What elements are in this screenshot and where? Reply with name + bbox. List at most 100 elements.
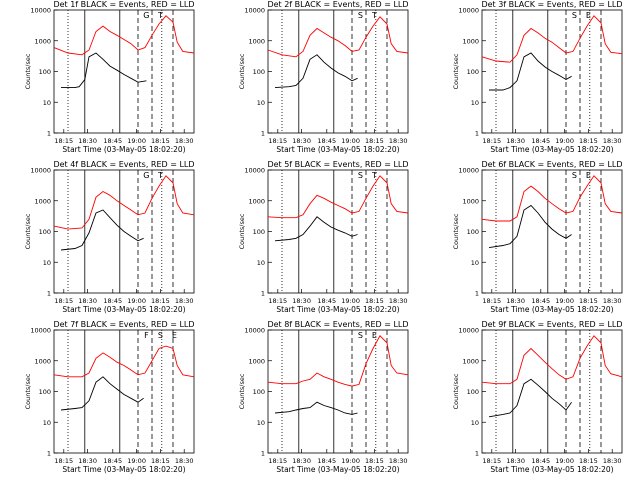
y-tick-label: 100 bbox=[39, 388, 51, 396]
series-events-line bbox=[274, 216, 358, 242]
panel-title: Det 6f BLACK = Events, RED = LLD bbox=[481, 160, 622, 169]
x-tick-label: 18:30 bbox=[292, 297, 311, 305]
x-tick-label: 18:45 bbox=[531, 297, 550, 305]
y-axis-label: Counts/sec bbox=[452, 53, 460, 89]
y-tick-label: 1 bbox=[261, 450, 265, 458]
region-annotation: E bbox=[586, 171, 591, 180]
panel-title: Det 3f BLACK = Events, RED = LLD bbox=[481, 0, 622, 9]
x-tick-label: 18:15 bbox=[268, 297, 287, 305]
region-annotation: S bbox=[358, 11, 363, 20]
y-tick-label: 1000 bbox=[34, 37, 51, 45]
y-tick-label: 1000 bbox=[248, 37, 265, 45]
y-tick-label: 10000 bbox=[458, 327, 479, 335]
y-tick-label: 1 bbox=[261, 130, 265, 138]
panel-9: Det 9f BLACK = Events, RED = LLD 1 10 100 10… bbox=[452, 320, 623, 474]
x-tick-label: 18:45 bbox=[317, 457, 336, 465]
x-tick-label: 18:45 bbox=[103, 297, 122, 305]
x-tick-label: 18:15 bbox=[268, 457, 287, 465]
panel-title: Det 4f BLACK = Events, RED = LLD bbox=[53, 160, 194, 169]
y-tick-label: 10 bbox=[257, 419, 265, 427]
x-tick-label: 18:30 bbox=[78, 137, 97, 145]
panel-7: Det 7f BLACK = Events, RED = LLD 1 10 100 10… bbox=[24, 320, 195, 474]
x-tick-label: 19:00 bbox=[341, 137, 360, 145]
x-tick-label: 18:30 bbox=[78, 457, 97, 465]
series-lld-line bbox=[53, 175, 195, 230]
x-tick-label: 18:15 bbox=[482, 137, 501, 145]
y-tick-label: 10 bbox=[257, 99, 265, 107]
x-tick-label: 18:45 bbox=[531, 457, 550, 465]
series-lld-line bbox=[53, 15, 195, 56]
y-tick-label: 1 bbox=[475, 290, 479, 298]
x-tick-label: 18:15 bbox=[54, 457, 73, 465]
y-tick-label: 100 bbox=[467, 68, 479, 76]
x-tick-label: 18:30 bbox=[175, 457, 194, 465]
x-tick-label: 18:15 bbox=[579, 457, 598, 465]
region-annotation: T bbox=[371, 11, 377, 20]
series-events-line bbox=[60, 376, 144, 411]
x-axis-label: Start Time (03-May-05 18:02:20) bbox=[276, 145, 399, 154]
x-tick-label: 18:45 bbox=[103, 457, 122, 465]
y-tick-label: 10 bbox=[43, 259, 51, 267]
x-tick-label: 19:00 bbox=[127, 297, 146, 305]
x-tick-label: 18:45 bbox=[531, 137, 550, 145]
y-tick-label: 10 bbox=[43, 99, 51, 107]
region-annotation: S bbox=[358, 331, 363, 340]
x-tick-label: 18:15 bbox=[151, 457, 170, 465]
series-events-line bbox=[274, 401, 358, 415]
panel-8: Det 8f BLACK = Events, RED = LLD 1 10 100 10… bbox=[238, 320, 409, 474]
series-events-line bbox=[488, 204, 572, 249]
panel-title: Det 5f BLACK = Events, RED = LLD bbox=[267, 160, 408, 169]
x-axis-label: Start Time (03-May-05 18:02:20) bbox=[276, 465, 399, 474]
y-tick-label: 10000 bbox=[458, 7, 479, 15]
region-annotation: T bbox=[157, 171, 163, 180]
x-tick-label: 18:15 bbox=[579, 297, 598, 305]
y-tick-label: 1000 bbox=[248, 197, 265, 205]
x-tick-label: 19:00 bbox=[555, 457, 574, 465]
x-tick-label: 18:45 bbox=[103, 137, 122, 145]
x-axis-label: Start Time (03-May-05 18:02:20) bbox=[490, 145, 613, 154]
x-tick-label: 19:00 bbox=[341, 457, 360, 465]
y-tick-label: 1 bbox=[261, 290, 265, 298]
panel-title: Det 1f BLACK = Events, RED = LLD bbox=[53, 0, 194, 9]
x-tick-label: 18:30 bbox=[389, 297, 408, 305]
x-tick-label: 18:30 bbox=[78, 297, 97, 305]
y-tick-label: 10000 bbox=[244, 327, 265, 335]
x-tick-label: 18:15 bbox=[482, 297, 501, 305]
series-lld-line bbox=[53, 345, 195, 378]
y-tick-label: 10000 bbox=[458, 167, 479, 175]
region-annotation: E bbox=[586, 11, 591, 20]
panel-4: Det 4f BLACK = Events, RED = LLD 1 10 100 10… bbox=[24, 160, 195, 314]
y-tick-label: 1000 bbox=[34, 357, 51, 365]
y-tick-label: 10 bbox=[471, 99, 479, 107]
panel-1: Det 1f BLACK = Events, RED = LLD 1 10 100 10… bbox=[24, 0, 195, 154]
y-axis-label: Counts/sec bbox=[24, 53, 32, 89]
region-annotation: S bbox=[158, 331, 163, 340]
y-tick-label: 1 bbox=[47, 450, 51, 458]
panel-title: Det 2f BLACK = Events, RED = LLD bbox=[267, 0, 408, 9]
x-axis-label: Start Time (03-May-05 18:02:20) bbox=[490, 465, 613, 474]
x-tick-label: 18:45 bbox=[317, 137, 336, 145]
x-tick-label: 19:00 bbox=[127, 457, 146, 465]
x-axis-label: Start Time (03-May-05 18:02:20) bbox=[490, 305, 613, 314]
region-annotation: S bbox=[572, 171, 577, 180]
series-events-line bbox=[61, 52, 147, 89]
series-lld-line bbox=[267, 335, 409, 387]
y-axis-label: Counts/sec bbox=[238, 373, 246, 409]
y-axis-label: Counts/sec bbox=[452, 213, 460, 249]
series-events-line bbox=[274, 54, 358, 89]
x-tick-label: 18:30 bbox=[292, 457, 311, 465]
y-tick-label: 100 bbox=[467, 388, 479, 396]
x-tick-label: 18:30 bbox=[506, 297, 525, 305]
x-tick-label: 18:15 bbox=[579, 137, 598, 145]
x-axis-label: Start Time (03-May-05 18:02:20) bbox=[62, 305, 185, 314]
y-tick-label: 10000 bbox=[30, 7, 51, 15]
panel-title: Det 7f BLACK = Events, RED = LLD bbox=[53, 320, 194, 329]
x-tick-label: 18:15 bbox=[365, 137, 384, 145]
x-tick-label: 18:15 bbox=[268, 137, 287, 145]
x-tick-label: 18:15 bbox=[365, 457, 384, 465]
x-tick-label: 18:15 bbox=[54, 137, 73, 145]
region-annotation: S bbox=[358, 171, 363, 180]
y-tick-label: 1 bbox=[475, 450, 479, 458]
y-tick-label: 10000 bbox=[30, 327, 51, 335]
y-tick-label: 100 bbox=[39, 68, 51, 76]
